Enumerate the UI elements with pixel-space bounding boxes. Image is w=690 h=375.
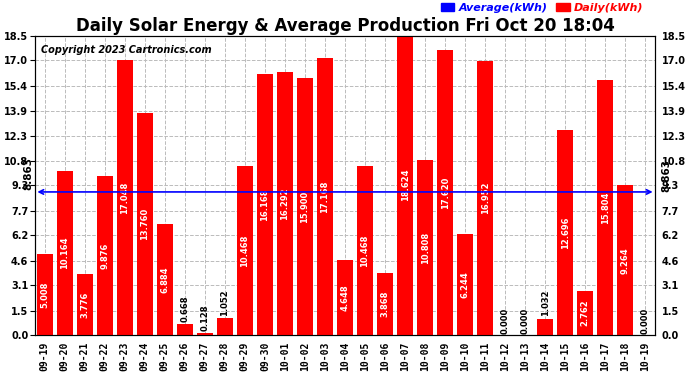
Text: 8.863: 8.863 [23, 156, 34, 189]
Text: 16.292: 16.292 [280, 187, 289, 220]
Text: 8.863: 8.863 [662, 159, 671, 192]
Bar [558, 130, 573, 335]
Text: 12.696: 12.696 [561, 216, 570, 249]
Text: 2.762: 2.762 [581, 300, 590, 326]
Text: 0.000: 0.000 [521, 308, 530, 334]
Text: 17.620: 17.620 [441, 177, 450, 209]
Text: 3.776: 3.776 [80, 291, 89, 318]
Bar [337, 260, 353, 335]
Bar [97, 176, 112, 335]
Bar [457, 234, 473, 335]
Text: 15.804: 15.804 [601, 191, 610, 224]
Text: 17.048: 17.048 [120, 181, 129, 213]
Bar [297, 78, 313, 335]
Bar [477, 61, 493, 335]
Bar [137, 113, 152, 335]
Bar [257, 74, 273, 335]
Bar [37, 254, 52, 335]
Text: 15.900: 15.900 [300, 190, 309, 223]
Text: 10.808: 10.808 [421, 232, 430, 264]
Bar [618, 186, 633, 335]
Text: 0.668: 0.668 [180, 296, 189, 322]
Text: Copyright 2023 Cartronics.com: Copyright 2023 Cartronics.com [41, 45, 211, 55]
Bar [417, 160, 433, 335]
Bar [578, 291, 593, 335]
Text: 3.868: 3.868 [381, 291, 390, 317]
Bar [117, 60, 132, 335]
Bar [57, 171, 72, 335]
Bar [598, 80, 613, 335]
Text: 16.952: 16.952 [481, 182, 490, 214]
Bar [237, 166, 253, 335]
Bar [437, 50, 453, 335]
Text: 13.760: 13.760 [140, 208, 149, 240]
Bar [357, 166, 373, 335]
Bar [397, 34, 413, 335]
Bar [197, 333, 213, 335]
Text: 0.128: 0.128 [200, 304, 209, 331]
Text: 0.000: 0.000 [501, 308, 510, 334]
Text: 6.884: 6.884 [160, 266, 169, 293]
Text: 10.468: 10.468 [361, 234, 370, 267]
Text: 17.168: 17.168 [320, 180, 329, 213]
Text: 0.000: 0.000 [641, 308, 650, 334]
Bar [177, 324, 193, 335]
Bar [317, 58, 333, 335]
Bar [77, 274, 92, 335]
Bar [157, 224, 172, 335]
Bar [217, 318, 233, 335]
Bar [538, 318, 553, 335]
Text: 5.008: 5.008 [40, 282, 49, 308]
Bar [377, 273, 393, 335]
Text: 9.876: 9.876 [100, 242, 109, 268]
Text: 16.168: 16.168 [260, 188, 269, 221]
Text: 10.164: 10.164 [60, 237, 69, 269]
Text: 1.032: 1.032 [541, 290, 550, 316]
Title: Daily Solar Energy & Average Production Fri Oct 20 18:04: Daily Solar Energy & Average Production … [76, 16, 614, 34]
Text: 9.264: 9.264 [621, 247, 630, 274]
Legend: Average(kWh), Daily(kWh): Average(kWh), Daily(kWh) [441, 3, 644, 13]
Text: 4.648: 4.648 [340, 284, 350, 311]
Text: 10.468: 10.468 [240, 234, 249, 267]
Text: 18.624: 18.624 [401, 168, 410, 201]
Text: 1.052: 1.052 [220, 289, 229, 316]
Text: 6.244: 6.244 [461, 272, 470, 298]
Bar [277, 72, 293, 335]
